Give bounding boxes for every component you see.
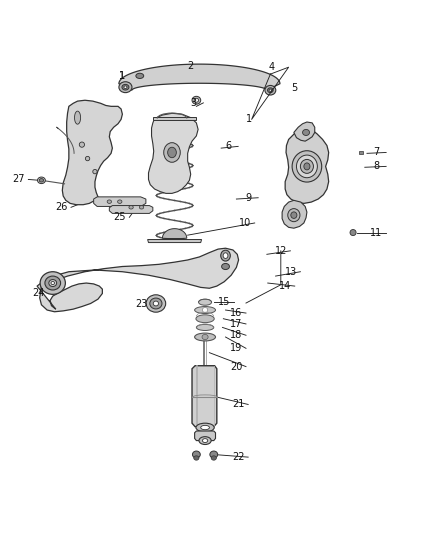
Ellipse shape: [222, 263, 230, 270]
Polygon shape: [94, 197, 146, 206]
Ellipse shape: [49, 279, 57, 287]
Polygon shape: [148, 239, 201, 243]
Text: 21: 21: [233, 399, 245, 409]
Ellipse shape: [38, 177, 46, 183]
Ellipse shape: [194, 306, 215, 313]
Ellipse shape: [39, 179, 44, 182]
Text: 23: 23: [135, 300, 148, 309]
Ellipse shape: [223, 253, 228, 259]
Text: 2: 2: [187, 61, 194, 71]
Ellipse shape: [194, 98, 198, 102]
Ellipse shape: [168, 147, 177, 158]
Text: 9: 9: [246, 193, 252, 203]
Ellipse shape: [117, 200, 122, 204]
Text: 10: 10: [239, 218, 251, 228]
Ellipse shape: [202, 308, 208, 313]
Ellipse shape: [202, 334, 208, 340]
Text: 18: 18: [230, 330, 243, 340]
Ellipse shape: [196, 325, 214, 330]
Polygon shape: [148, 114, 198, 193]
Ellipse shape: [265, 85, 276, 95]
Text: 25: 25: [113, 212, 126, 222]
Text: 13: 13: [285, 266, 297, 277]
Ellipse shape: [192, 96, 201, 104]
Polygon shape: [37, 248, 239, 312]
Text: 5: 5: [291, 83, 297, 93]
Ellipse shape: [150, 298, 162, 309]
Text: 19: 19: [230, 343, 243, 353]
Ellipse shape: [79, 142, 85, 147]
Ellipse shape: [210, 451, 218, 458]
Text: 22: 22: [232, 452, 245, 462]
Ellipse shape: [297, 155, 318, 177]
Polygon shape: [110, 206, 153, 213]
Ellipse shape: [269, 89, 272, 91]
Ellipse shape: [192, 451, 200, 458]
Ellipse shape: [303, 130, 310, 135]
Ellipse shape: [51, 281, 54, 285]
Ellipse shape: [85, 156, 90, 161]
Ellipse shape: [146, 295, 166, 312]
Ellipse shape: [288, 208, 300, 222]
Ellipse shape: [291, 212, 297, 219]
Ellipse shape: [122, 84, 129, 90]
Ellipse shape: [40, 272, 65, 294]
Polygon shape: [294, 122, 315, 141]
Ellipse shape: [194, 333, 215, 341]
Ellipse shape: [350, 230, 356, 236]
Ellipse shape: [202, 439, 208, 442]
Ellipse shape: [196, 423, 214, 432]
Ellipse shape: [300, 159, 314, 173]
Ellipse shape: [74, 111, 81, 124]
Text: 24: 24: [32, 288, 45, 297]
Ellipse shape: [199, 437, 211, 445]
Ellipse shape: [164, 143, 180, 162]
Ellipse shape: [304, 163, 310, 170]
Text: 12: 12: [275, 246, 287, 256]
Text: 3: 3: [191, 98, 197, 108]
Ellipse shape: [136, 73, 144, 78]
Ellipse shape: [221, 250, 230, 261]
Text: 27: 27: [13, 174, 25, 184]
Text: 15: 15: [218, 297, 230, 307]
Text: 20: 20: [230, 361, 243, 372]
Polygon shape: [285, 128, 328, 204]
Polygon shape: [153, 117, 196, 120]
Text: 11: 11: [371, 228, 383, 238]
Polygon shape: [119, 64, 280, 90]
Text: 7: 7: [374, 148, 380, 157]
Ellipse shape: [194, 456, 199, 460]
Polygon shape: [62, 100, 122, 205]
Polygon shape: [194, 431, 215, 441]
Ellipse shape: [139, 206, 144, 209]
Text: 16: 16: [230, 308, 243, 318]
Text: 8: 8: [374, 161, 380, 172]
Polygon shape: [162, 229, 187, 239]
Ellipse shape: [45, 276, 60, 290]
Ellipse shape: [268, 88, 273, 93]
Ellipse shape: [119, 82, 132, 93]
Text: 14: 14: [279, 281, 291, 291]
Polygon shape: [192, 366, 217, 426]
Text: 17: 17: [230, 319, 243, 329]
Ellipse shape: [124, 86, 127, 88]
Text: 26: 26: [55, 203, 67, 212]
Ellipse shape: [292, 151, 322, 182]
Text: 6: 6: [226, 141, 232, 151]
Text: 4: 4: [269, 62, 275, 72]
Ellipse shape: [201, 425, 209, 430]
Text: 1: 1: [119, 71, 125, 81]
Ellipse shape: [196, 315, 214, 322]
Text: 1: 1: [246, 114, 252, 124]
Ellipse shape: [211, 456, 216, 460]
Polygon shape: [282, 200, 307, 228]
Polygon shape: [359, 151, 364, 154]
Ellipse shape: [153, 301, 159, 306]
Ellipse shape: [93, 169, 97, 174]
Text: 1: 1: [119, 71, 125, 81]
Ellipse shape: [129, 206, 133, 209]
Ellipse shape: [198, 299, 212, 305]
Ellipse shape: [107, 200, 112, 204]
